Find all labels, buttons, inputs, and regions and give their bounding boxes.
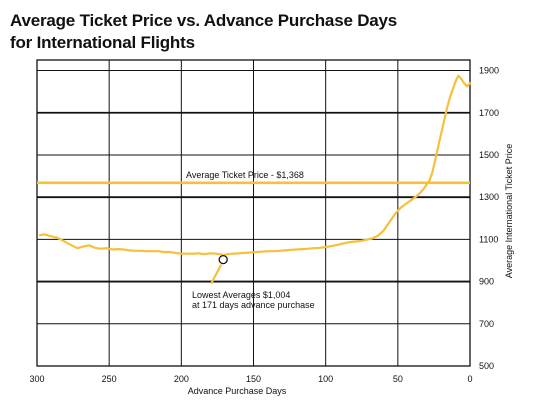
- annotation-line-2: at 171 days advance purchase: [192, 300, 315, 310]
- chart-title: Average Ticket Price vs. Advance Purchas…: [10, 10, 397, 54]
- average-price-label: Average Ticket Price - $1,368: [186, 170, 304, 180]
- y-axis-label: Average International Ticket Price: [504, 144, 514, 278]
- annotation-leader-line: [210, 264, 223, 285]
- x-tick-label: 250: [102, 374, 117, 384]
- series-group: [38, 74, 472, 257]
- x-tick-label: 50: [393, 374, 403, 384]
- y-tick-label: 1500: [479, 150, 499, 160]
- lowest-point-marker: [218, 254, 228, 265]
- x-axis-label: Advance Purchase Days: [188, 386, 287, 396]
- y-tick-label: 1100: [479, 234, 498, 244]
- price-series-line: [38, 74, 472, 257]
- chart-title-line-1: Average Ticket Price vs. Advance Purchas…: [10, 11, 398, 30]
- x-tick-label: 0: [467, 374, 472, 384]
- reference-line-group: Average Ticket Price - $1,368: [37, 170, 470, 185]
- tick-labels: 300 250 200 150 100 50 05007009001100130015001…: [29, 66, 499, 384]
- y-tick-label: 1900: [479, 66, 499, 76]
- x-tick-label: 150: [246, 374, 261, 384]
- y-tick-label: 1300: [479, 192, 499, 202]
- x-tick-label: 100: [318, 374, 333, 384]
- x-tick-label: 300: [29, 374, 44, 384]
- chart-title-line-2: for International Flights: [10, 33, 195, 52]
- y-tick-label: 500: [479, 361, 494, 371]
- y-tick-label: 700: [479, 319, 494, 329]
- annotation-line-1: Lowest Averages $1,004: [192, 290, 290, 300]
- x-tick-label: 200: [174, 374, 189, 384]
- y-tick-label: 1700: [479, 108, 499, 118]
- grid: [36, 59, 471, 367]
- y-tick-label: 900: [479, 277, 494, 287]
